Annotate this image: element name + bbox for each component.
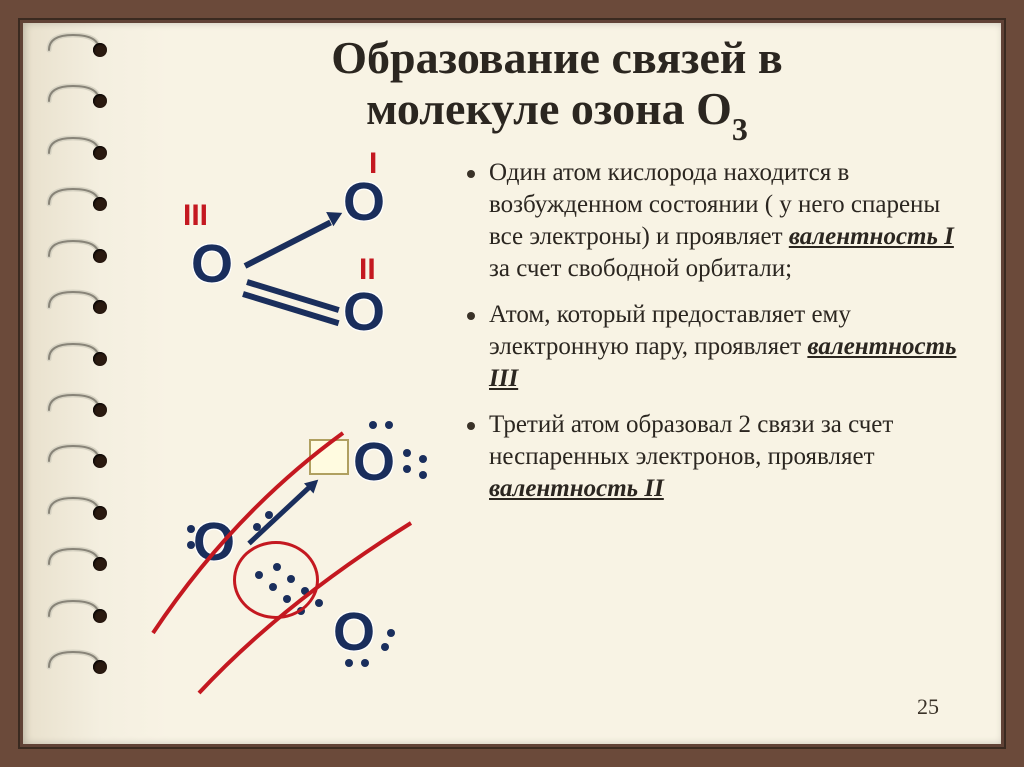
- bullet-2-pre: Атом, который предоставляет ему электрон…: [489, 301, 851, 360]
- bullet-dot-icon: [467, 312, 475, 320]
- outer-frame: Образование связей в молекуле озона O3 I…: [0, 0, 1024, 767]
- diagram-column: I III II O O O O O: [143, 153, 453, 713]
- spiral-ring: [45, 494, 103, 532]
- bullet-1: Один атом кислорода находится в возбужде…: [463, 157, 971, 285]
- subscript-3: 3: [732, 111, 748, 147]
- bullet-3-pre: Третий атом образовал 2 связи за счет не…: [489, 411, 893, 470]
- bullet-3: Третий атом образовал 2 связи за счет не…: [463, 409, 971, 505]
- atom-top-left: O: [191, 233, 233, 295]
- spiral-binding: [45, 23, 105, 744]
- spiral-ring: [45, 391, 103, 429]
- inner-frame: Образование связей в молекуле озона O3 I…: [18, 18, 1006, 749]
- bullet-3-text: Третий атом образовал 2 связи за счет не…: [489, 409, 971, 505]
- roman-III: III: [183, 199, 208, 233]
- spiral-ring: [45, 185, 103, 223]
- bullet-dot-icon: [467, 422, 475, 430]
- atom-top-right-lower: O: [343, 281, 385, 343]
- page-number: 25: [917, 694, 939, 720]
- bullet-1-post: за счет свободной орбитали;: [489, 255, 792, 282]
- spiral-ring: [45, 340, 103, 378]
- slide-title: Образование связей в молекуле озона O3: [143, 33, 971, 141]
- bullet-3-valency: валентность II: [489, 475, 664, 502]
- single-bond-arrow: [244, 220, 332, 269]
- spiral-ring: [45, 31, 103, 69]
- title-line-2: молекуле озона O3: [143, 84, 971, 141]
- title-line-1: Образование связей в: [143, 33, 971, 84]
- bullet-1-valency: валентность I: [789, 223, 954, 250]
- spiral-ring: [45, 597, 103, 635]
- bullet-2-text: Атом, который предоставляет ему электрон…: [489, 299, 971, 395]
- red-curves: [143, 403, 453, 713]
- bullet-dot-icon: [467, 170, 475, 178]
- body-area: I III II O O O O O: [143, 153, 971, 713]
- page-surface: Образование связей в молекуле озона O3 I…: [23, 23, 1001, 744]
- spiral-ring: [45, 442, 103, 480]
- slide-content: Образование связей в молекуле озона O3 I…: [143, 33, 971, 734]
- atom-top-right-upper: O: [343, 171, 385, 233]
- bullet-1-text: Один атом кислорода находится в возбужде…: [489, 157, 971, 285]
- spiral-ring: [45, 134, 103, 172]
- spiral-ring: [45, 237, 103, 275]
- spiral-ring: [45, 648, 103, 686]
- text-column: Один атом кислорода находится в возбужде…: [463, 153, 971, 713]
- title-line-2-text: молекуле озона O: [366, 83, 732, 134]
- spiral-ring: [45, 545, 103, 583]
- bullet-2: Атом, который предоставляет ему электрон…: [463, 299, 971, 395]
- spiral-ring: [45, 82, 103, 120]
- spiral-ring: [45, 288, 103, 326]
